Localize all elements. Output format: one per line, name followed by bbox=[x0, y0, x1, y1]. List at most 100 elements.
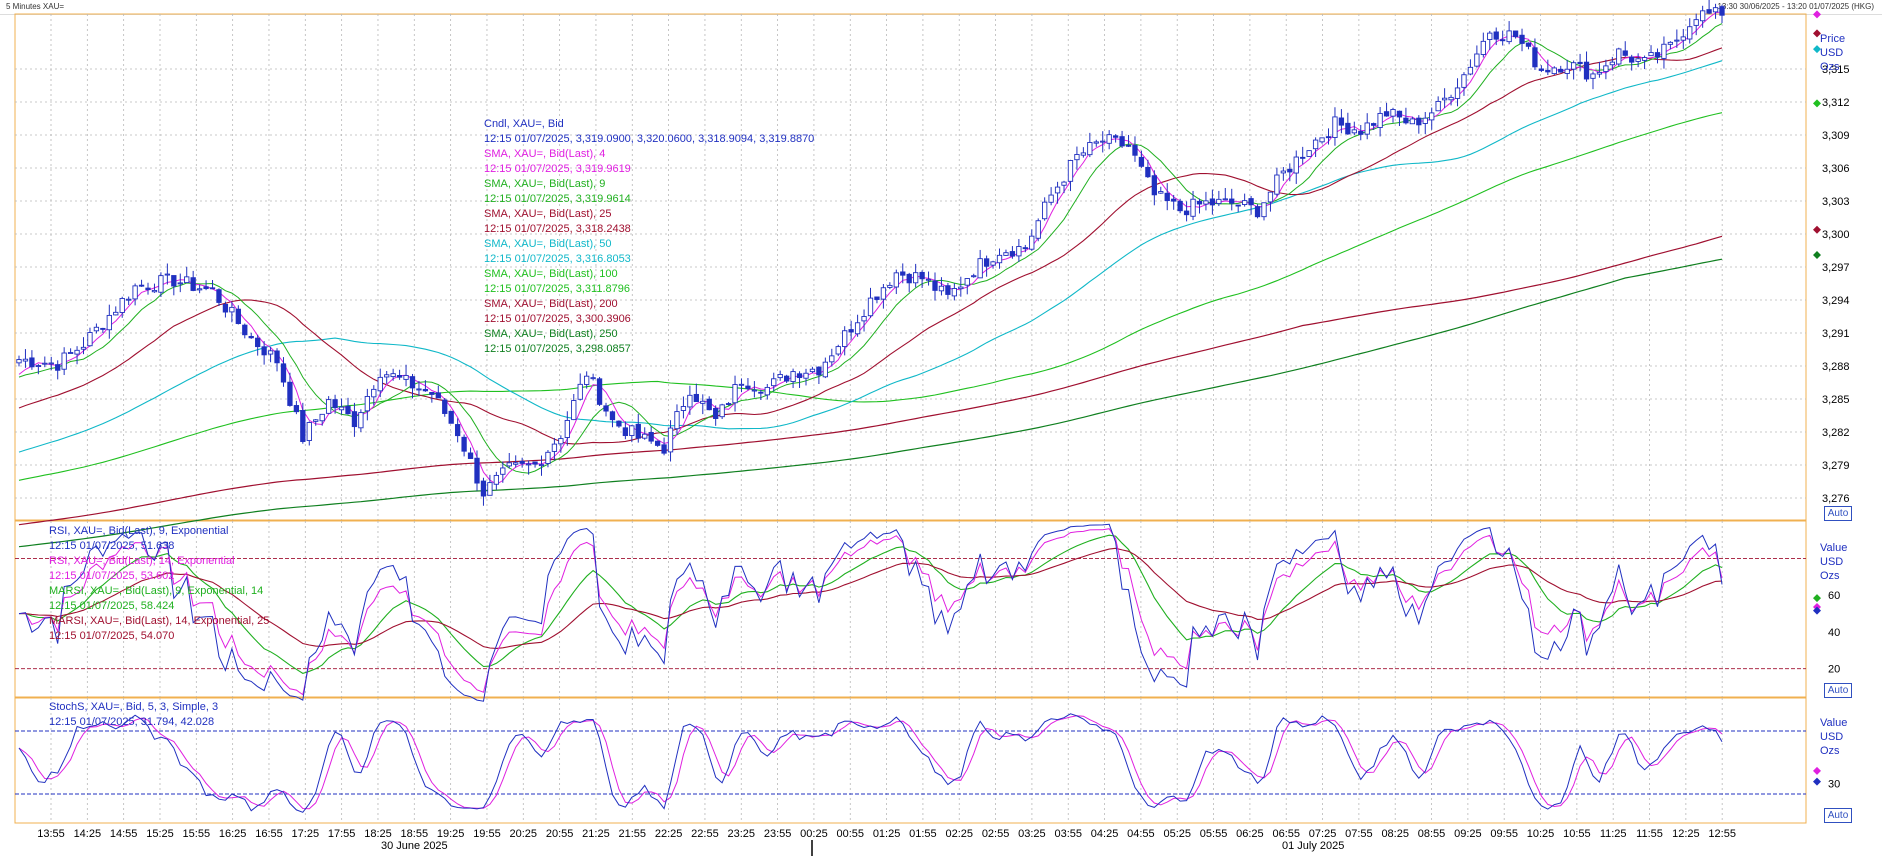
candle-body bbox=[835, 346, 841, 355]
candle-body bbox=[222, 303, 229, 313]
candle-body bbox=[771, 378, 777, 387]
candle-body bbox=[1280, 170, 1286, 174]
candle-body bbox=[1048, 194, 1054, 203]
scale-label-usd: USD bbox=[1820, 731, 1844, 743]
candle-body bbox=[1093, 141, 1099, 144]
panel-frame-2 bbox=[14, 697, 1807, 824]
value-marker-icon bbox=[1813, 99, 1821, 108]
value-marker-icon bbox=[1813, 777, 1821, 786]
rsi-scale-labels: Value USD Ozs bbox=[1820, 541, 1847, 583]
candle-body bbox=[1538, 68, 1545, 71]
candle-body bbox=[745, 385, 751, 389]
candle-body bbox=[1364, 122, 1370, 135]
legend-entry: 12:15 01/07/2025, 3,298.0857 bbox=[484, 343, 631, 355]
candle-body bbox=[635, 423, 641, 439]
candle-body bbox=[487, 482, 493, 496]
candle-body bbox=[796, 373, 803, 379]
candle-body bbox=[1254, 206, 1261, 218]
x-tick-label: 22:55 bbox=[691, 828, 719, 840]
candle-body bbox=[1183, 210, 1190, 216]
x-tick-label: 01:55 bbox=[909, 828, 937, 840]
candle-body bbox=[1629, 56, 1635, 63]
x-tick-label: 06:55 bbox=[1272, 828, 1300, 840]
candle-body bbox=[1693, 19, 1699, 26]
value-marker-icon bbox=[1813, 594, 1821, 603]
candle-body bbox=[1061, 181, 1067, 186]
x-tick-label: 04:55 bbox=[1127, 828, 1155, 840]
candle-body bbox=[1119, 136, 1125, 147]
candle-body bbox=[396, 375, 403, 378]
legend-entry: 12:15 01/07/2025, 3,318.2438 bbox=[484, 223, 631, 235]
x-tick-label: 17:25 bbox=[292, 828, 320, 840]
stoch-auto-button[interactable]: Auto bbox=[1824, 808, 1852, 823]
candle-body bbox=[1164, 192, 1170, 202]
candle-body bbox=[293, 405, 300, 413]
candle-body bbox=[1087, 142, 1093, 156]
rsi-14-line bbox=[18, 528, 1723, 696]
candle-body bbox=[880, 287, 887, 300]
candle-body bbox=[1042, 201, 1048, 220]
candle-body bbox=[1151, 175, 1157, 196]
candle-body bbox=[338, 406, 345, 411]
candle-body bbox=[616, 420, 622, 427]
candle-body bbox=[525, 463, 532, 466]
scale-label-usd: USD bbox=[1820, 556, 1844, 568]
candle-body bbox=[261, 346, 267, 356]
candle-body bbox=[932, 280, 938, 291]
candle-body bbox=[435, 392, 441, 399]
value-marker-icon bbox=[1813, 606, 1821, 615]
candle-body bbox=[1383, 111, 1390, 117]
candle-body bbox=[1190, 198, 1196, 217]
candle-body bbox=[1712, 7, 1719, 13]
candle-body bbox=[1377, 112, 1383, 128]
value-marker-icon bbox=[1813, 225, 1821, 234]
candle-body bbox=[551, 443, 558, 452]
candle-body bbox=[777, 374, 783, 379]
candle-body bbox=[958, 286, 964, 290]
marsi-14-line bbox=[18, 547, 1723, 649]
candle-body bbox=[216, 289, 222, 303]
x-tick-label: 09:55 bbox=[1490, 828, 1518, 840]
sma-200-line bbox=[18, 235, 1723, 526]
candle-body bbox=[938, 285, 945, 292]
candle-body bbox=[513, 462, 519, 465]
candle-body bbox=[132, 285, 138, 300]
candle-body bbox=[816, 366, 822, 376]
candle-body bbox=[1080, 152, 1087, 156]
y-tick-label: 3,303 bbox=[1822, 196, 1850, 208]
x-tick-label: 00:25 bbox=[800, 828, 828, 840]
candle-body bbox=[1054, 186, 1061, 194]
candle-body bbox=[564, 419, 570, 438]
candle-body bbox=[809, 368, 816, 373]
candle-body bbox=[377, 376, 383, 392]
candle-body bbox=[364, 396, 370, 412]
candle-body bbox=[1229, 198, 1235, 204]
candle-body bbox=[371, 388, 377, 398]
candle-body bbox=[67, 352, 74, 354]
candle-body bbox=[332, 399, 338, 409]
x-tick-label: 12:25 bbox=[1672, 828, 1700, 840]
candle-body bbox=[713, 407, 719, 419]
candle-body bbox=[803, 372, 809, 379]
candle-body bbox=[1687, 26, 1693, 40]
candle-body bbox=[1016, 246, 1022, 257]
candle-body bbox=[1248, 198, 1254, 206]
candle-body bbox=[1441, 97, 1448, 101]
candle-body bbox=[42, 362, 48, 365]
candle-body bbox=[506, 462, 512, 467]
candle-body bbox=[622, 427, 629, 437]
x-tick-label: 08:55 bbox=[1418, 828, 1446, 840]
main-auto-button[interactable]: Auto bbox=[1824, 506, 1852, 521]
legend-entry: SMA, XAU=, Bid(Last), 9 bbox=[484, 178, 606, 190]
candle-body bbox=[171, 275, 177, 287]
candle-body bbox=[719, 404, 725, 418]
candle-body bbox=[732, 384, 738, 404]
y-tick-label: 3,315 bbox=[1822, 64, 1850, 76]
candle-body bbox=[1235, 204, 1241, 207]
rsi-auto-button[interactable]: Auto bbox=[1824, 683, 1852, 698]
legend-entry: 12:15 01/07/2025, 3,300.3906 bbox=[484, 313, 631, 325]
legend-entry: SMA, XAU=, Bid(Last), 50 bbox=[484, 238, 612, 250]
candle-body bbox=[584, 375, 590, 385]
candle-body bbox=[900, 271, 906, 276]
